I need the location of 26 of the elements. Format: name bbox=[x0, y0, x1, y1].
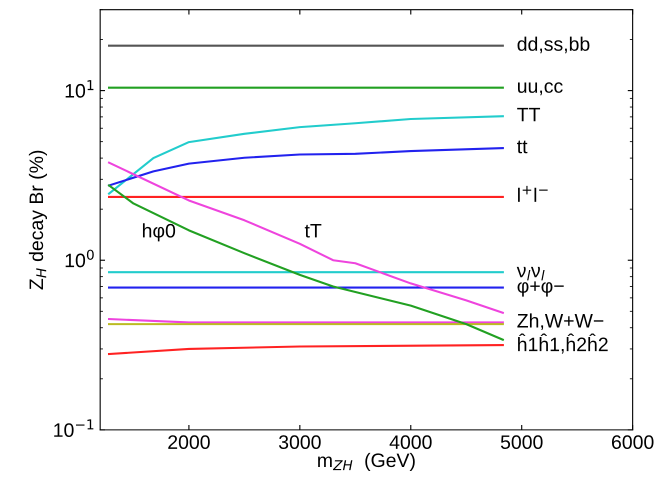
series-label: ĥ1ĥ1,ĥ2ĥ2 bbox=[518, 334, 608, 354]
line-series bbox=[108, 344, 504, 356]
x-tick-label: 2000 bbox=[168, 435, 210, 450]
x-tick-label: 5000 bbox=[500, 435, 543, 450]
annotation: hφ0 bbox=[142, 223, 176, 242]
series-label: uu,cc bbox=[518, 82, 563, 96]
line-series bbox=[108, 184, 504, 341]
x-tick-label: 6000 bbox=[612, 435, 654, 450]
x-axis-title: m$_{ZH}$ (GeV) bbox=[318, 452, 415, 471]
y-tick-label: 10$^{0}$ bbox=[66, 250, 94, 268]
y-tick-label: 10$^{1}$ bbox=[66, 80, 94, 98]
y-tick-label: 10$^{−1}$ bbox=[54, 419, 94, 437]
line-series bbox=[108, 147, 504, 186]
line-series bbox=[108, 115, 504, 195]
series-label: dd,ss,bb bbox=[518, 36, 590, 54]
x-tick-label: 4000 bbox=[390, 435, 432, 450]
x-tick-label: 3000 bbox=[278, 435, 321, 450]
series-label: Zh,W+W− bbox=[517, 313, 604, 330]
series-label: l$^{+}$l$^{−}$ bbox=[518, 186, 548, 202]
series-label: ν$_{l}$ν$_{l}$ bbox=[516, 266, 545, 280]
series-label: tt bbox=[517, 140, 528, 154]
series-label: TT bbox=[517, 108, 540, 122]
line-series bbox=[108, 162, 504, 314]
series-label: φ+φ− bbox=[518, 281, 564, 297]
y-axis-title: Z$_{H}$ decay Br (%) bbox=[28, 150, 48, 290]
annotation: tT bbox=[304, 224, 322, 238]
